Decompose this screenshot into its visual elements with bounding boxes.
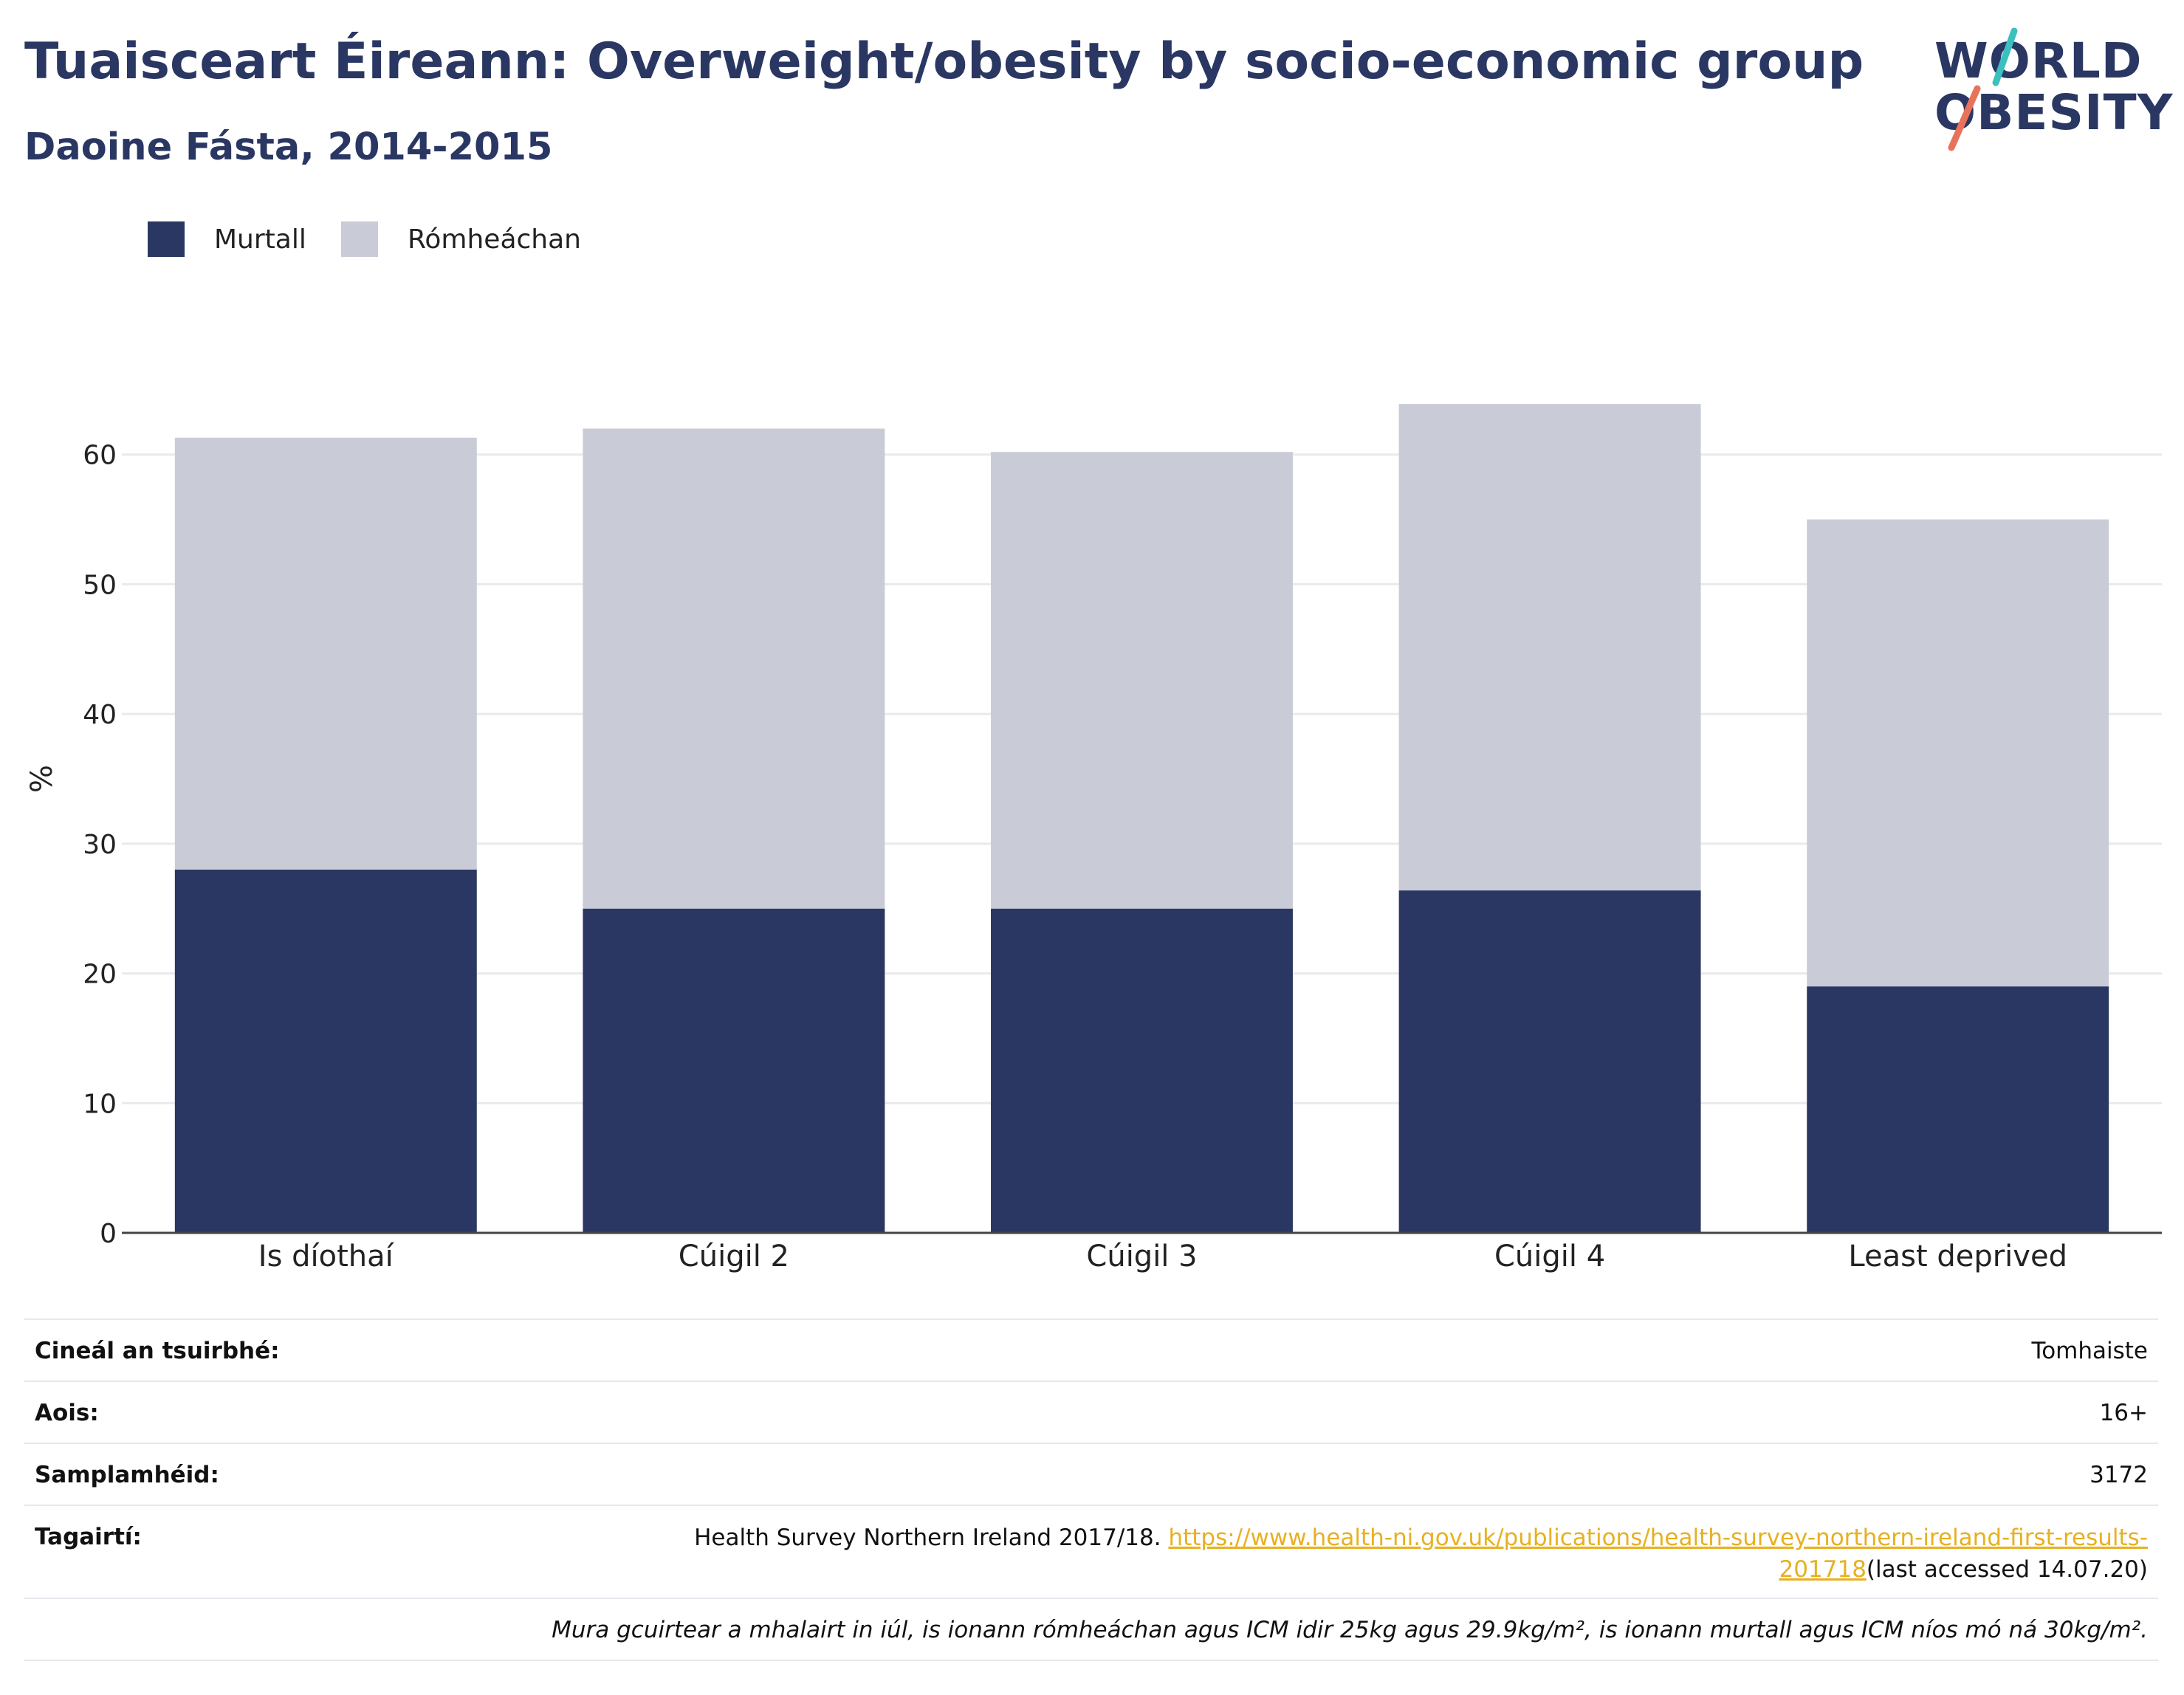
x-tick-label: Least deprived [1848, 1240, 2067, 1273]
legend-swatch-murtall [148, 221, 185, 257]
y-tick-label: 40 [83, 700, 117, 730]
bar-murtall [1807, 986, 2109, 1233]
references-label: Tagairtí: [35, 1524, 142, 1550]
reference-text: Health Survey Northern Ireland 2017/18. [694, 1524, 1169, 1551]
y-tick-label: 0 [100, 1219, 117, 1249]
x-tick-label: Is díothaí [258, 1240, 395, 1273]
sample-size-label: Samplamhéid: [35, 1462, 219, 1488]
logo-slash-icon [1948, 27, 2018, 151]
references-value: Health Survey Northern Ireland 2017/18. … [671, 1522, 2148, 1586]
survey-type-value: Tomhaiste [2031, 1338, 2148, 1364]
y-tick-label: 50 [83, 570, 117, 600]
chart-title: Tuaisceart Éireann: Overweight/obesity b… [24, 32, 1864, 91]
y-tick-label: 60 [83, 441, 117, 471]
info-row-note: Mura gcuirtear a mhalairt in iúl, is ion… [24, 1598, 2158, 1661]
bar-romheachan [1398, 404, 1701, 891]
x-tick-label: Cúigil 2 [679, 1240, 789, 1273]
bar-romheachan [1807, 519, 2109, 987]
x-tick-label: Cúigil 3 [1086, 1240, 1197, 1273]
reference-link[interactable]: https://www.health-ni.gov.uk/publication… [1168, 1524, 2148, 1583]
y-axis-title: % [25, 765, 59, 793]
world-obesity-logo: WORLD OBESITY [1920, 22, 2172, 155]
x-tick-label: Cúigil 4 [1494, 1240, 1605, 1273]
bar-murtall [583, 908, 885, 1233]
stacked-bar-chart: 0 10 20 30 40 50 60% Is díothaí Cúigil 2 Cúigil 3… [25, 404, 2162, 1273]
definition-note: Mura gcuirtear a mhalairt in iúl, is ion… [552, 1617, 2148, 1643]
survey-info-table: Cineál an tsuirbhé: Tomhaiste Aois: 16+ … [24, 1318, 2158, 1661]
logo-line1: WORLD [1934, 32, 2143, 89]
y-tick-label: 20 [83, 960, 117, 990]
info-row-survey-type: Cineál an tsuirbhé: Tomhaiste [24, 1318, 2158, 1381]
bar-murtall [174, 870, 477, 1233]
legend-label-romheachan: Rómheáchan [408, 224, 582, 255]
legend-item-murtall: Murtall [148, 221, 306, 257]
legend-item-romheachan: Rómheáchan [341, 221, 581, 257]
reference-suffix: (last accessed 14.07.20) [1866, 1556, 2148, 1583]
info-row-references: Tagairtí: Health Survey Northern Ireland… [24, 1505, 2158, 1598]
bar-murtall [991, 908, 1293, 1233]
survey-type-label: Cineál an tsuirbhé: [35, 1338, 280, 1364]
sample-size-value: 3172 [2089, 1462, 2148, 1488]
y-tick-label: 30 [83, 830, 117, 860]
bar-romheachan [174, 437, 477, 870]
bar-romheachan [583, 428, 885, 909]
bar-murtall [1398, 890, 1701, 1233]
legend-swatch-romheachan [341, 221, 378, 257]
age-label: Aois: [35, 1400, 99, 1426]
age-value: 16+ [2099, 1400, 2148, 1426]
y-tick-label: 10 [83, 1089, 117, 1119]
legend-label-murtall: Murtall [214, 224, 306, 255]
chart-subtitle: Daoine Fásta, 2014-2015 [24, 126, 553, 169]
info-row-age: Aois: 16+ [24, 1381, 2158, 1443]
info-row-sample-size: Samplamhéid: 3172 [24, 1443, 2158, 1505]
bar-romheachan [991, 452, 1293, 909]
